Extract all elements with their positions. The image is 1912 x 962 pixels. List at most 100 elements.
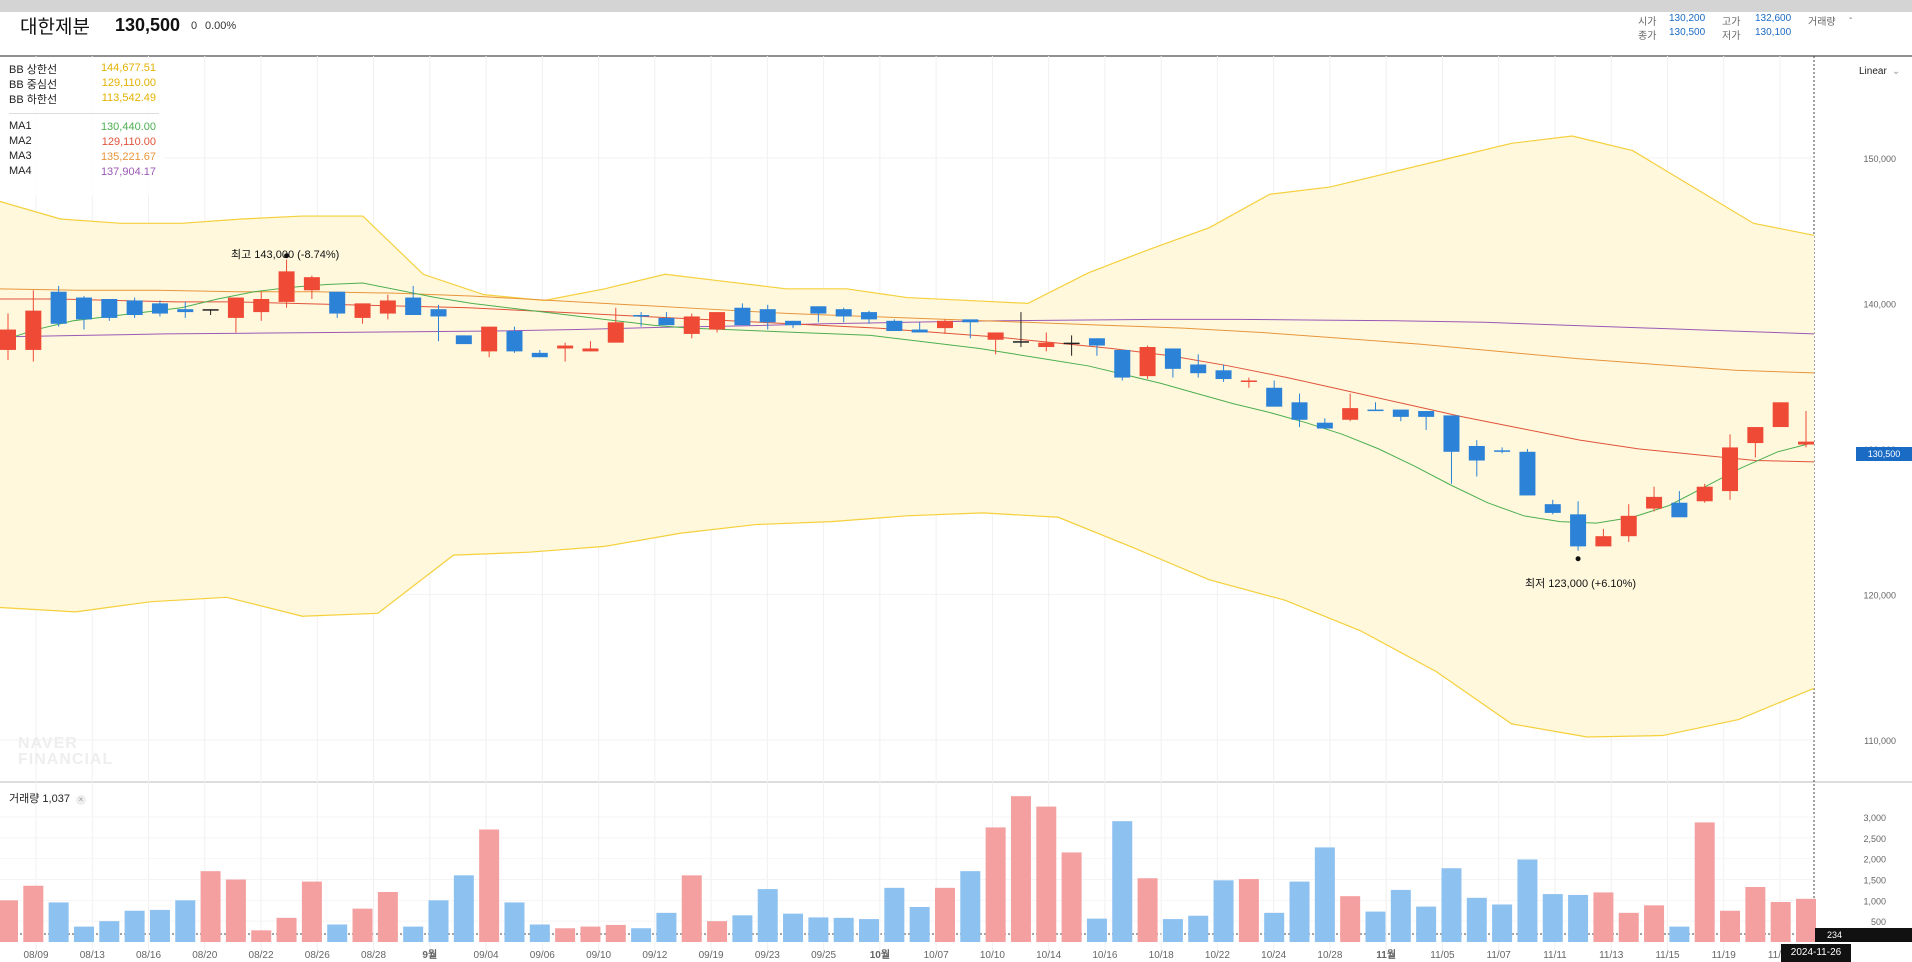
y-tick-label: 150,000 [1863, 154, 1896, 164]
candle-body [709, 312, 726, 330]
volume-value: - [1849, 13, 1853, 24]
legend-ma3-value: 135,221.67 [100, 151, 156, 163]
scale-mode-selector[interactable]: Linear ⌄ [1859, 66, 1900, 77]
candle-body [303, 277, 320, 291]
stock-name: 대한제분 [20, 17, 90, 38]
candle-body [1696, 486, 1713, 502]
volume-title: 거래량 1,037 × [9, 790, 86, 806]
candle-body [202, 309, 219, 311]
high-value: 132,600 [1755, 13, 1792, 24]
candle-body [759, 309, 776, 323]
watermark-line-2: FINANCIAL [18, 751, 114, 768]
volume-bar [1416, 906, 1437, 942]
volume-bar [1593, 892, 1614, 942]
volume-bar [1289, 881, 1310, 942]
chevron-down-icon[interactable]: ⌄ [1891, 66, 1901, 77]
candle-body [1215, 370, 1232, 380]
x-tick-label: 10/22 [1205, 950, 1230, 961]
x-tick-label: 09/06 [530, 950, 555, 961]
price-change: 0 [191, 20, 198, 32]
volume-bar [808, 917, 829, 942]
x-tick-label: 10/07 [924, 950, 949, 961]
volume-bar [985, 827, 1006, 942]
volume-bar [1061, 852, 1082, 942]
volume-bar [757, 889, 778, 942]
volume-bar [99, 921, 120, 942]
volume-bar [605, 924, 626, 942]
candle-body [1316, 422, 1333, 429]
volume-bar [175, 900, 196, 942]
candle-body [0, 329, 16, 350]
x-tick-label: 09/25 [811, 950, 836, 961]
x-tick-label: 9월 [422, 949, 437, 961]
chart-canvas[interactable]: 08/09 08/13 08/16 08/20 08/22 08/26 08/28 9월 09/… [0, 12, 1912, 962]
volume-bar [1745, 887, 1766, 942]
candle-body [1012, 341, 1029, 343]
candle-body [1418, 411, 1435, 417]
volume-bar [1618, 912, 1639, 942]
candle-body [1671, 502, 1688, 518]
volume-bar [732, 915, 753, 942]
candle-body [582, 348, 599, 352]
candle-body [987, 332, 1004, 340]
volume-bar [23, 885, 44, 942]
x-tick-label: 11/21 [1768, 950, 1793, 961]
candle-body [1266, 387, 1283, 407]
candle-body [962, 319, 979, 323]
volume-bar [1644, 905, 1665, 942]
legend-bb-upper-label: BB 상한선 [9, 64, 58, 76]
candle-body [25, 310, 42, 350]
candle-body [911, 329, 928, 333]
volume-bar [428, 900, 449, 942]
ma1-line [0, 282, 1815, 524]
volume-tick-label: 2,500 [1863, 834, 1886, 844]
volume-bar [1492, 904, 1513, 942]
legend-ma4-value: 137,904.17 [100, 166, 156, 178]
bb-band-fill [0, 136, 1814, 737]
candle-body [1570, 514, 1587, 547]
x-tick-label: 10/18 [1149, 950, 1174, 961]
candle-body [1240, 380, 1257, 382]
volume-bar [529, 924, 550, 942]
candle-body [405, 297, 422, 316]
open-value: 130,200 [1669, 13, 1706, 24]
x-tick-label: 08/22 [249, 950, 274, 961]
close-value: 130,500 [1669, 27, 1706, 38]
watermark: NAVER FINANCIAL [18, 736, 113, 768]
volume-bar [656, 912, 677, 942]
candle-body [1494, 450, 1511, 452]
volume-bar [1770, 902, 1791, 942]
x-tick-label: 11월 [1376, 949, 1396, 961]
volume-bar [251, 930, 272, 942]
low-label: 저가 [1722, 31, 1741, 42]
candle-body [329, 291, 346, 314]
volume-tag: 234 [1815, 928, 1912, 942]
indicator-legend [0, 58, 165, 195]
candle-body [810, 306, 827, 314]
volume-bar [1517, 859, 1538, 942]
volume-bar [1112, 821, 1133, 942]
current-price: 130,500 [115, 15, 181, 35]
legend-ma1-value: 130,440.00 [100, 121, 156, 133]
bb-lower-line [0, 512, 1815, 738]
volume-bar [1314, 847, 1335, 942]
volume-bar [377, 892, 398, 942]
volume-bar [403, 926, 424, 942]
current-price-tag: 130,500 [1856, 447, 1912, 461]
scale-mode-label[interactable]: Linear [1859, 66, 1887, 77]
candle-body [430, 309, 447, 317]
volume-bar [1365, 911, 1386, 942]
volume-bar [580, 926, 601, 942]
close-icon[interactable]: × [75, 795, 86, 805]
legend-ma3-label: MA3 [9, 150, 32, 162]
candle-body [1646, 496, 1663, 509]
volume-bar [225, 879, 246, 942]
candle-body [1544, 504, 1561, 513]
volume-bar [1542, 894, 1563, 942]
candle-body [151, 303, 168, 314]
candle-body [177, 309, 194, 313]
volume-bar [631, 928, 652, 942]
volume-bar [833, 917, 854, 942]
candle-body [1139, 347, 1156, 377]
high-label: 고가 [1722, 17, 1741, 28]
